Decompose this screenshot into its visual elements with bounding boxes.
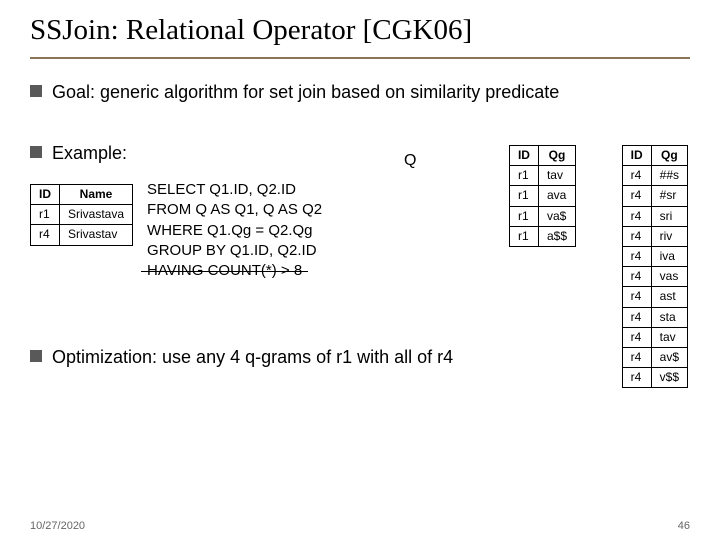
- table-row: r4sri: [622, 206, 687, 226]
- table-row: r4sta: [622, 307, 687, 327]
- sql-having-wrap: HAVING COUNT(*) > 8: [147, 261, 367, 281]
- footer-date: 10/27/2020: [30, 520, 85, 532]
- table-row: r4vas: [622, 267, 687, 287]
- name-table: ID Name r1 Srivastava r4 Srivastav: [30, 184, 133, 246]
- col-name: Name: [60, 185, 133, 205]
- sql-block: SELECT Q1.ID, Q2.ID FROM Q AS Q1, Q AS Q…: [147, 180, 367, 281]
- sql-group: GROUP BY Q1.ID, Q2.ID: [147, 241, 367, 261]
- table-row: r1a$$: [509, 226, 575, 246]
- name-table-body: r1 Srivastava r4 Srivastav: [31, 205, 133, 245]
- table-row: r4tav: [622, 327, 687, 347]
- table-row: r4v$$: [622, 368, 687, 388]
- table-header-row: ID Qg: [622, 146, 687, 166]
- sql-where: WHERE Q1.Qg = Q2.Qg: [147, 221, 367, 241]
- col-id: ID: [509, 146, 538, 166]
- table-row: r4ast: [622, 287, 687, 307]
- col-qg: Qg: [538, 146, 575, 166]
- table-header-row: ID Qg: [509, 146, 575, 166]
- table-row: r4riv: [622, 226, 687, 246]
- table-row: r4iva: [622, 246, 687, 266]
- table-row: r1tav: [509, 166, 575, 186]
- bullet-optimization-text: Optimization: use any 4 q-grams of r1 wi…: [52, 346, 453, 369]
- bullet-marker-icon: [30, 85, 42, 97]
- col-id: ID: [622, 146, 651, 166]
- bullet-goal-text: Goal: generic algorithm for set join bas…: [52, 81, 559, 104]
- q-label: Q: [404, 152, 416, 170]
- table-row: r1va$: [509, 206, 575, 226]
- col-qg: Qg: [651, 146, 687, 166]
- table-header-row: ID Name: [31, 185, 133, 205]
- bullet-example-text: Example:: [52, 142, 127, 165]
- slide-title: SSJoin: Relational Operator [CGK06]: [30, 10, 690, 59]
- q-table-right: ID Qg r4##s r4#sr r4sri r4riv r4iva r4va…: [622, 145, 688, 388]
- q-table-left: ID Qg r1tav r1ava r1va$ r1a$$: [509, 145, 576, 247]
- bullet-example: Example:: [30, 142, 127, 165]
- q-table-right-wrap: ID Qg r4##s r4#sr r4sri r4riv r4iva r4va…: [622, 145, 688, 388]
- q-table-left-wrap: ID Qg r1tav r1ava r1va$ r1a$$: [509, 145, 576, 247]
- footer-page: 46: [678, 520, 690, 532]
- sql-from: FROM Q AS Q1, Q AS Q2: [147, 200, 367, 220]
- table-row: r4 Srivastav: [31, 225, 133, 245]
- table-row: r4av$: [622, 347, 687, 367]
- footer: 10/27/2020 46: [30, 520, 690, 532]
- content-area: ID Name r1 Srivastava r4 Srivastav SELEC…: [30, 178, 690, 281]
- bullet-list: Goal: generic algorithm for set join bas…: [30, 81, 690, 104]
- slide: SSJoin: Relational Operator [CGK06] Goal…: [0, 0, 720, 540]
- table-row: r4#sr: [622, 186, 687, 206]
- strikethrough-icon: [141, 271, 308, 272]
- sql-select: SELECT Q1.ID, Q2.ID: [147, 180, 367, 200]
- col-id: ID: [31, 185, 60, 205]
- bullet-marker-icon: [30, 350, 42, 362]
- table-row: r4##s: [622, 166, 687, 186]
- bullet-marker-icon: [30, 146, 42, 158]
- table-row: r1 Srivastava: [31, 205, 133, 225]
- table-row: r1ava: [509, 186, 575, 206]
- sql-having: HAVING COUNT(*) > 8: [147, 261, 302, 281]
- bullet-goal: Goal: generic algorithm for set join bas…: [30, 81, 690, 104]
- bullet-optimization: Optimization: use any 4 q-grams of r1 wi…: [30, 346, 453, 369]
